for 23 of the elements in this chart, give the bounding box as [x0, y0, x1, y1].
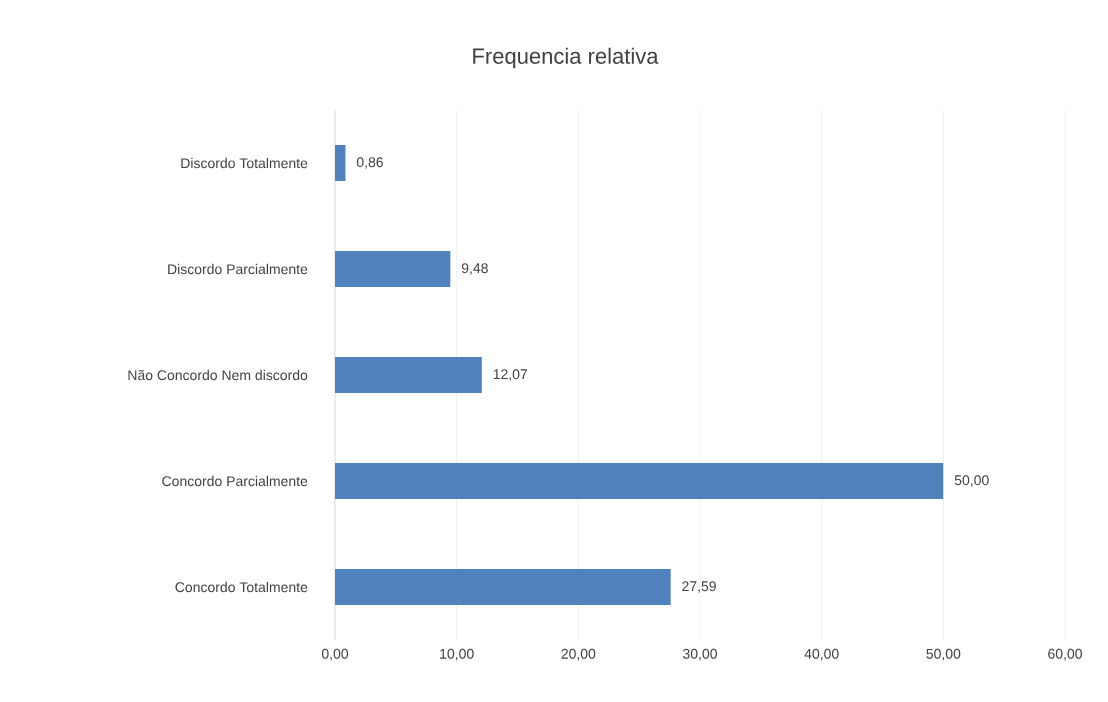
- y-tick-label: Não Concordo Nem discordo: [128, 369, 308, 381]
- bar: [335, 357, 482, 394]
- chart-title: Frequencia relativa: [473, 47, 659, 69]
- y-tick-label: Concordo Totalmente: [175, 581, 308, 593]
- bar: [335, 569, 671, 606]
- x-tick-label: 40,00: [804, 648, 839, 661]
- bar: [335, 251, 451, 287]
- x-tick-label: 60,00: [1048, 648, 1082, 661]
- x-tick-label: 20,00: [561, 648, 596, 661]
- y-tick-label: Concordo Parcialmente: [162, 475, 308, 487]
- data-label: 50,00: [954, 475, 989, 487]
- bar: [335, 145, 346, 181]
- bar: [335, 463, 944, 500]
- y-tick-label: Discordo Totalmente: [181, 157, 308, 169]
- data-label: 12,07: [493, 369, 528, 381]
- data-label: 27,59: [682, 581, 716, 593]
- data-label: 9,48: [461, 263, 488, 275]
- x-tick-label: 0,00: [321, 648, 349, 661]
- x-tick-label: 50,00: [926, 648, 961, 661]
- x-tick-label: 10,00: [440, 648, 474, 661]
- y-tick-label: Discordo Parcialmente: [168, 263, 308, 275]
- data-label: 0,86: [356, 157, 383, 169]
- x-tick-label: 30,00: [683, 648, 717, 661]
